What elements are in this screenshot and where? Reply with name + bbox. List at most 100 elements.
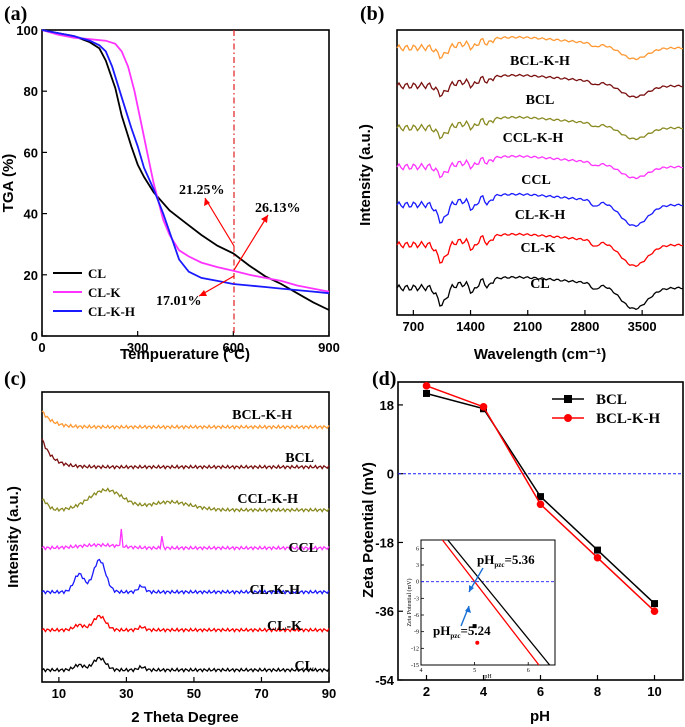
- a-ytick-label: 20: [24, 268, 38, 283]
- b-label-bcl: BCL: [526, 93, 555, 108]
- panel-c-frame: [41, 391, 330, 683]
- panel-b-frame: [396, 29, 684, 316]
- c-label-cl-k-h: CL-K-H: [249, 583, 300, 598]
- d-xtick-label: 10: [647, 684, 661, 699]
- d-point-bcl: [423, 389, 430, 397]
- a-xtick-label: 600: [222, 340, 244, 355]
- d-xtick-label: 8: [594, 684, 601, 699]
- c-series-cl: [41, 656, 330, 673]
- a-ytick-label: 100: [16, 23, 38, 38]
- legend-bclkh: BCL-K-H: [596, 411, 661, 427]
- c-series-ccl-k-h: [41, 487, 330, 513]
- d-inset-arrowhead-1: [469, 585, 474, 592]
- b-label-cl-k-h: CL-K-H: [515, 208, 566, 223]
- annot-arrowhead-3: [199, 290, 207, 296]
- panel-d-xlabel: pH: [530, 708, 550, 725]
- d-ytick-label: -54: [375, 673, 395, 688]
- d-inset-ylabel: Zeta Potential (mV): [406, 579, 413, 627]
- b-series-ccl: [396, 154, 684, 180]
- d-inset-series-bclkh: [441, 539, 540, 666]
- d-inset-marker-bcl: [472, 624, 477, 629]
- d-ytick-label: 18: [380, 398, 394, 413]
- d-inset-marker-bclkh: [475, 640, 480, 645]
- legend-marker-bcl: [564, 395, 572, 403]
- d-point-bcl-k-h: [593, 553, 602, 562]
- panel-a-xlabel: Tempuerature (°C): [120, 346, 250, 363]
- c-series-bcl: [41, 438, 330, 470]
- b-series-cl-k-h: [396, 192, 684, 228]
- panel-c-xlabel: 2 Theta Degree: [131, 709, 239, 726]
- b-label-cl-k: CL-K: [521, 241, 556, 256]
- c-series-cl-k: [41, 614, 330, 633]
- c-xtick-label: 90: [322, 686, 336, 701]
- panel-d-label: (d): [372, 368, 396, 390]
- panel-d-ylabel: Zeta Potential (mV): [360, 462, 377, 598]
- b-series-cl: [396, 275, 684, 311]
- a-series-cl-k: [41, 29, 330, 293]
- d-inset-xtick-label: 5: [473, 668, 476, 674]
- panel-c-label: (c): [4, 368, 26, 390]
- d-xtick-label: 2: [423, 684, 430, 699]
- panel-a: (a) 0 300 600 900 0 20 40 60 80 100 Tempuerature …: [0, 3, 340, 363]
- b-xtick-label: 3500: [628, 319, 657, 334]
- d-point-bcl-k-h: [536, 500, 545, 509]
- a-ytick-label: 0: [31, 329, 38, 344]
- d-ytick-label: 0: [387, 467, 394, 482]
- panel-a-label: (a): [4, 3, 27, 25]
- b-series-ccl-k-h: [396, 115, 684, 141]
- a-xtick-label: 300: [127, 340, 149, 355]
- b-label-bcl-k-h: BCL-K-H: [510, 54, 570, 69]
- d-inset-xtick-label: 6: [527, 668, 530, 674]
- d-ytick-label: -18: [375, 535, 394, 550]
- panel-b: (b) 700 1400 2100 2800 3500 BCL-K-H BCL CCL-K-…: [357, 3, 684, 363]
- d-point-bcl: [651, 600, 658, 608]
- c-label-ccl-k-h: CCL-K-H: [237, 492, 298, 507]
- c-label-bcl: BCL: [285, 451, 314, 466]
- c-xtick-label: 10: [52, 686, 66, 701]
- c-xtick-label: 50: [187, 686, 201, 701]
- annot-arrow-2: [233, 214, 269, 271]
- a-xtick-label: 0: [38, 340, 45, 355]
- c-xtick-label: 30: [119, 686, 133, 701]
- legend-cl: CL: [88, 266, 106, 281]
- panel-d: (d) 2 4 6 8 10 18 0 -18 -36 -54 4 5 6 6 3 0 -3 -6 -9 -12 -1…: [360, 368, 684, 725]
- b-xtick-label: 1400: [456, 319, 485, 334]
- panel-a-frame: [41, 29, 330, 337]
- d-inset-ytick-label: -15: [411, 663, 419, 669]
- d-inset-ytick-label: -3: [414, 596, 419, 602]
- legend-clkh: CL-K-H: [88, 304, 135, 319]
- b-label-cl: CL: [530, 277, 549, 292]
- annot-arrowhead-2: [261, 215, 268, 223]
- annot-17-01: 17.01%: [156, 294, 202, 309]
- d-point-bcl-k-h: [650, 607, 659, 616]
- c-xtick-label: 70: [254, 686, 268, 701]
- b-series-bcl-k-h: [396, 35, 684, 61]
- a-ytick-label: 80: [24, 84, 38, 99]
- legend-marker-bclkh: [564, 414, 572, 422]
- d-inset-pzc2: pHpzc=5.24: [433, 623, 491, 640]
- d-point-bcl: [594, 546, 601, 554]
- annot-21-25: 21.25%: [179, 183, 225, 198]
- a-xtick-label: 900: [318, 340, 340, 355]
- legend-clk: CL-K: [88, 285, 121, 300]
- d-inset-ytick-label: -6: [414, 613, 419, 619]
- panel-b-label: (b): [360, 3, 384, 25]
- panel-c-ylabel: Intensity (a.u.): [5, 486, 22, 588]
- annot-arrow-1: [204, 197, 235, 247]
- a-ytick-label: 40: [24, 207, 38, 222]
- d-ytick-label: -36: [375, 604, 394, 619]
- c-series-cl-k-h: [41, 558, 330, 595]
- b-xtick-label: 700: [402, 319, 424, 334]
- panel-b-ylabel: Intensity (a.u.): [357, 124, 374, 226]
- d-point-bcl-k-h: [479, 403, 488, 411]
- b-label-ccl-k-h: CCL-K-H: [503, 131, 564, 146]
- d-inset-ytick-label: 0: [416, 580, 419, 586]
- d-inset-xlabel: pH: [484, 674, 492, 680]
- d-inset-ytick-label: 6: [416, 546, 419, 552]
- panel-a-ylabel: TGA (%): [0, 154, 17, 213]
- panel-a-legend: CL CL-K CL-K-H: [53, 266, 135, 319]
- c-label-cl: CL: [295, 659, 314, 674]
- annot-arrowhead-1: [204, 198, 210, 206]
- d-inset-arrowhead-2: [465, 606, 471, 613]
- b-series-bcl: [396, 73, 684, 99]
